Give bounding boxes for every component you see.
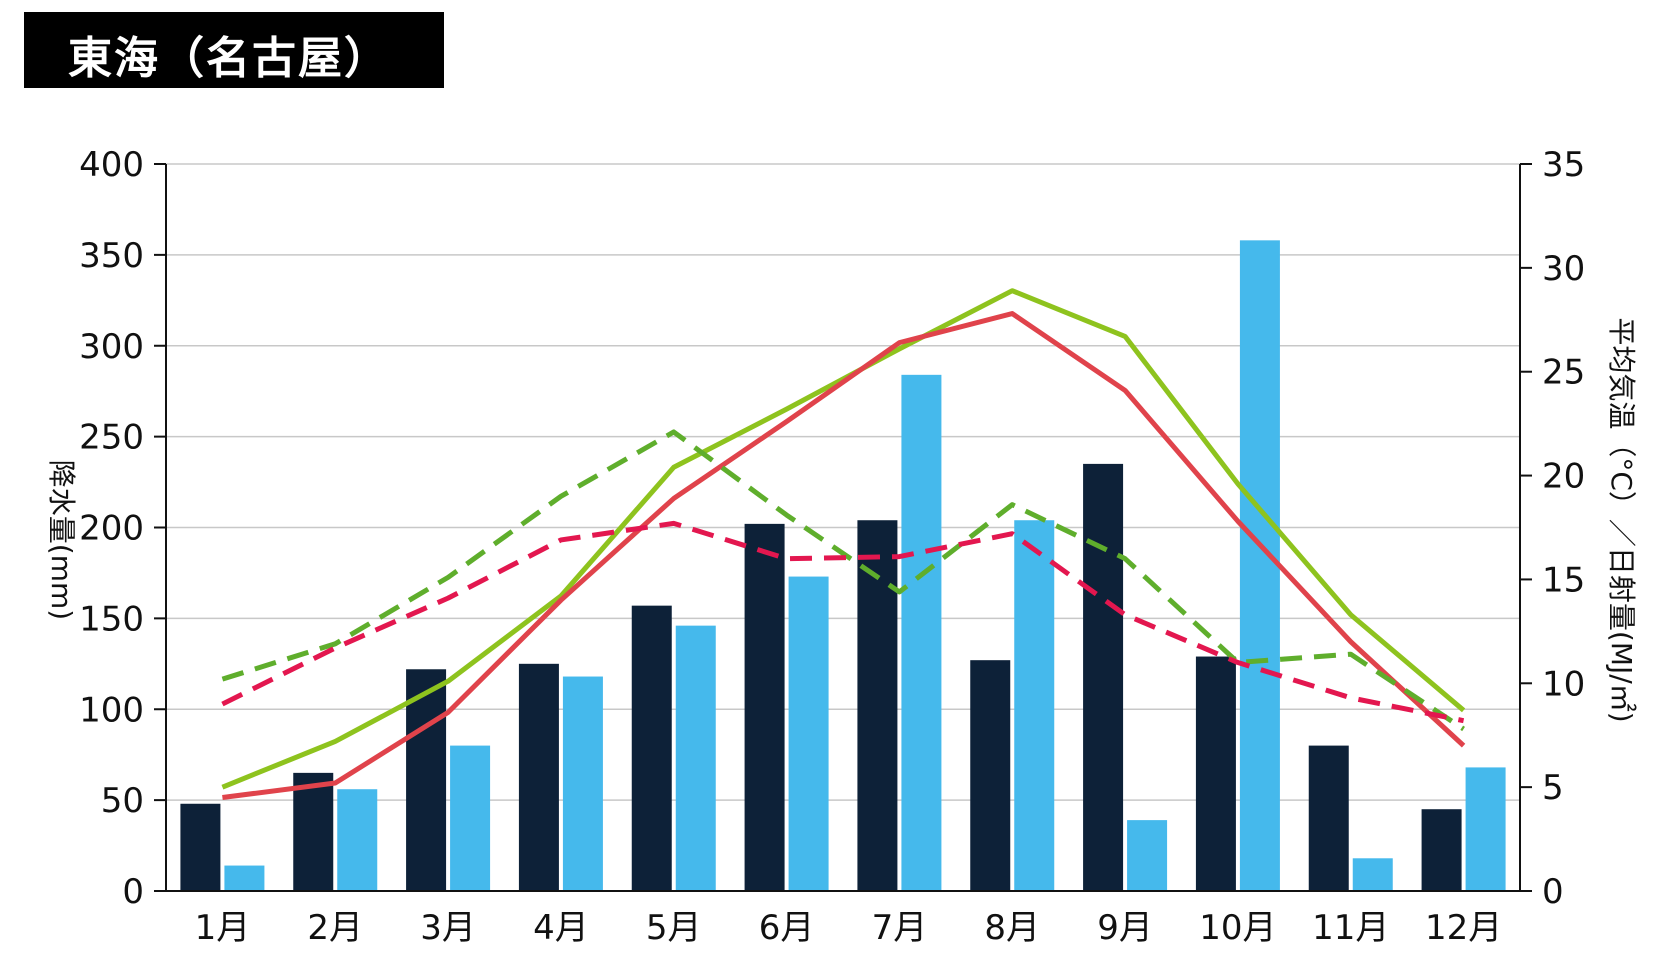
category-label: 1月 bbox=[195, 908, 251, 948]
bar bbox=[631, 605, 672, 891]
bar bbox=[1308, 745, 1349, 891]
bar bbox=[1421, 809, 1462, 891]
category-label: 5月 bbox=[646, 908, 702, 948]
left-tick-label: 400 bbox=[79, 145, 144, 185]
bar bbox=[970, 660, 1011, 891]
category-label: 11月 bbox=[1312, 908, 1389, 948]
category-labels: 1月 2月 3月 4月 5月 6月 7月 8月 9月 10月 11月 12月 bbox=[195, 908, 1503, 948]
category-label: 2月 bbox=[307, 908, 363, 948]
left-axis-label: 降水量(mm) bbox=[45, 460, 78, 620]
lines bbox=[221, 288, 1466, 801]
left-tick-label: 100 bbox=[79, 690, 144, 730]
bar bbox=[1014, 520, 1055, 891]
right-tick-labels: 0 5 10 15 20 25 30 35 bbox=[1542, 145, 1585, 912]
left-tick-label: 200 bbox=[79, 509, 144, 549]
dashed-series-line bbox=[221, 429, 1465, 732]
bar bbox=[1195, 656, 1236, 891]
left-tick-label: 50 bbox=[101, 781, 144, 821]
bar bbox=[1352, 858, 1393, 891]
bar bbox=[518, 663, 559, 891]
category-label: 10月 bbox=[1199, 908, 1276, 948]
bar bbox=[1127, 820, 1168, 891]
bar bbox=[1465, 767, 1506, 891]
right-tick-label: 25 bbox=[1542, 353, 1585, 393]
bar bbox=[337, 789, 378, 891]
dashed-series-line bbox=[221, 520, 1465, 724]
left-tick-label: 300 bbox=[79, 327, 144, 367]
solid-series-line bbox=[222, 311, 1466, 801]
bar bbox=[450, 745, 491, 891]
bar bbox=[1083, 463, 1124, 891]
category-label: 6月 bbox=[759, 908, 815, 948]
bar bbox=[788, 576, 829, 891]
category-label: 7月 bbox=[872, 908, 928, 948]
left-tick-label: 0 bbox=[122, 872, 144, 912]
bar bbox=[224, 865, 265, 891]
bar bbox=[293, 772, 334, 891]
bar bbox=[406, 669, 447, 891]
bar bbox=[857, 520, 898, 891]
grid-lines bbox=[166, 163, 1520, 801]
right-tick-label: 30 bbox=[1542, 249, 1585, 289]
right-tick-label: 15 bbox=[1542, 560, 1585, 600]
bar bbox=[675, 625, 716, 891]
bar bbox=[180, 803, 221, 891]
right-tick-label: 5 bbox=[1542, 768, 1564, 808]
bar bbox=[901, 374, 942, 892]
category-label: 12月 bbox=[1425, 908, 1502, 948]
category-label: 9月 bbox=[1097, 908, 1153, 948]
right-tick-label: 20 bbox=[1542, 457, 1585, 497]
axes bbox=[154, 163, 1532, 892]
right-tick-label: 35 bbox=[1542, 145, 1585, 185]
right-tick-label: 0 bbox=[1542, 872, 1564, 912]
left-tick-labels: 0 50 100 150 200 250 300 350 400 bbox=[79, 145, 144, 912]
bar bbox=[1239, 240, 1280, 891]
category-label: 3月 bbox=[420, 908, 476, 948]
bar bbox=[562, 676, 603, 891]
right-axis-label: 平均気温（°C）／日射量(MJ/㎡) bbox=[1605, 317, 1638, 722]
bars bbox=[180, 240, 1506, 892]
category-label: 8月 bbox=[984, 908, 1040, 948]
left-tick-label: 150 bbox=[79, 599, 144, 639]
solid-series-line bbox=[221, 288, 1466, 790]
bar bbox=[744, 523, 785, 891]
left-tick-label: 350 bbox=[79, 236, 144, 276]
right-tick-label: 10 bbox=[1542, 664, 1585, 704]
left-tick-label: 250 bbox=[79, 418, 144, 458]
chart-title: 東海（名古屋） bbox=[68, 33, 390, 84]
chart-title-box: 東海（名古屋） bbox=[24, 12, 444, 88]
category-label: 4月 bbox=[533, 908, 589, 948]
